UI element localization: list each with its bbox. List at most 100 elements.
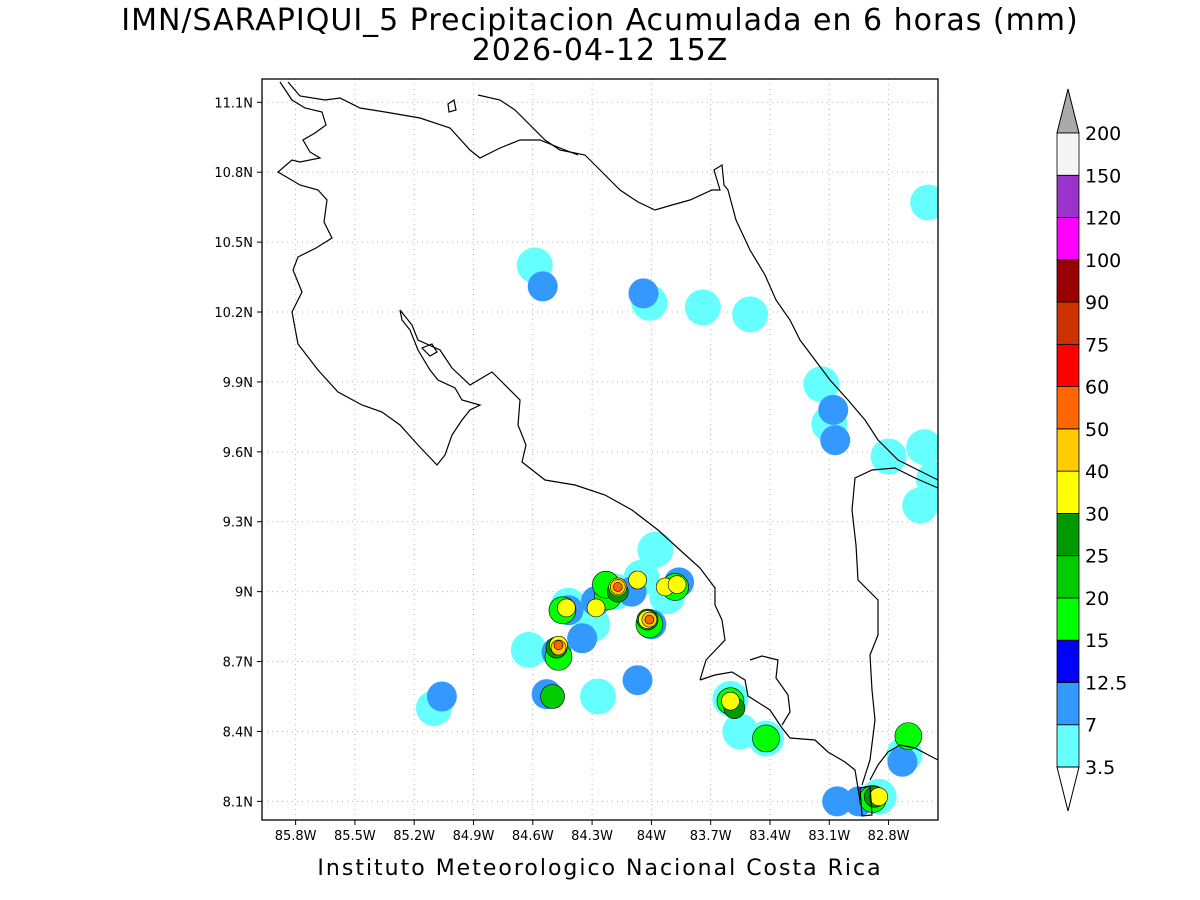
x-tick-label: 84.9W <box>453 829 495 844</box>
precip-cell-level-1 <box>527 271 558 302</box>
y-tick-label: 11.1N <box>214 96 253 111</box>
precip-cell-level-0 <box>637 531 674 568</box>
precip-cell-level-8 <box>644 614 655 625</box>
precip-cell-level-0 <box>910 184 938 221</box>
precip-cell-level-0 <box>906 429 938 466</box>
colorbar-swatch <box>1056 639 1080 683</box>
colorbar-swatch <box>1056 555 1080 599</box>
colorbar-swatch <box>1056 174 1080 218</box>
colorbar-label: 150 <box>1085 165 1121 187</box>
precip-cell-level-8 <box>553 640 564 651</box>
precip-cell-level-6 <box>557 598 576 618</box>
colorbar-swatch <box>1056 217 1080 261</box>
colorbar-label: 15 <box>1085 630 1109 652</box>
precip-cell-level-0 <box>870 438 907 475</box>
precip-cell-level-6 <box>628 570 647 590</box>
precip-cell-level-0 <box>722 713 759 750</box>
colorbar-label: 120 <box>1085 208 1121 230</box>
colorbar-legend: 3.5 7 12.5 15 20 25 30 40 50 60 75 90 100 120 150 200 <box>1056 88 1127 812</box>
colorbar-label: 12.5 <box>1085 672 1127 694</box>
coastline-pacific-south <box>699 671 861 801</box>
coastline-borders <box>276 81 938 817</box>
colorbar-swatch <box>1056 513 1080 557</box>
colorbar-label: 25 <box>1085 546 1109 568</box>
y-tick-label: 9.9N <box>223 376 253 391</box>
precip-cell-level-1 <box>818 394 849 425</box>
y-tick-label: 8.7N <box>223 656 253 671</box>
y-axis-ticks: 8.1N 8.4N 8.7N 9N 9.3N 9.6N 9.9N 10.2N 10.5N 10.8… <box>214 96 262 810</box>
x-tick-label: 83.1W <box>808 829 850 844</box>
x-tick-label: 83.7W <box>690 829 732 844</box>
precipitation-field <box>415 184 938 817</box>
border-panama <box>851 467 938 786</box>
y-tick-label: 9N <box>235 586 253 601</box>
nicoya-island <box>420 343 438 357</box>
precip-cell-level-1 <box>622 665 653 696</box>
y-tick-label: 8.4N <box>223 725 253 740</box>
colorbar-label: 60 <box>1085 377 1109 399</box>
precip-cell-level-6 <box>667 575 687 594</box>
y-tick-label: 9.6N <box>223 446 253 461</box>
map-frame <box>261 78 939 821</box>
x-tick-label: 83.4W <box>749 829 791 844</box>
colorbar-swatch <box>1056 470 1080 514</box>
colorbar-swatch <box>1056 724 1080 768</box>
x-tick-label: 85.8W <box>275 829 317 844</box>
precip-cell-level-0 <box>902 487 938 524</box>
y-tick-label: 9.3N <box>223 516 253 531</box>
colorbar-label: 3.5 <box>1085 757 1115 779</box>
x-tick-label: 84.6W <box>512 829 554 844</box>
x-tick-label: 84.3W <box>571 829 613 844</box>
x-axis-ticks: 85.8W 85.5W 85.2W 84.9W 84.6W 84.3W 84W 83.7W 83… <box>275 820 910 844</box>
osa-peninsula <box>749 655 791 726</box>
colorbar-swatch <box>1056 259 1080 303</box>
precip-cell-level-1 <box>822 786 853 817</box>
colorbar-over-triangle <box>1056 88 1080 134</box>
precip-cell-level-0 <box>803 366 840 403</box>
precip-cell-level-3 <box>752 724 780 753</box>
precip-cell-level-1 <box>628 278 659 309</box>
colorbar-label: 100 <box>1085 250 1121 272</box>
precip-cell-level-6 <box>869 787 889 806</box>
coastline-north-pacific <box>276 81 726 681</box>
colorbar-swatch <box>1056 132 1080 176</box>
colorbar-swatch <box>1056 597 1080 641</box>
precip-cell-level-1 <box>426 681 457 712</box>
coastline-panama-south <box>869 744 938 781</box>
burica-point <box>859 785 873 817</box>
precip-cell-level-8 <box>612 582 623 592</box>
colorbar-swatch <box>1056 343 1080 388</box>
y-tick-label: 10.5N <box>214 236 253 251</box>
x-tick-label: 84W <box>637 829 667 844</box>
border-nicaragua <box>287 81 579 159</box>
colorbar-label: 200 <box>1085 123 1121 145</box>
y-tick-label: 8.1N <box>223 795 253 810</box>
precip-cell-level-0 <box>510 631 547 668</box>
footer-credit: Instituto Meteorologico Nacional Costa R… <box>317 856 883 881</box>
y-tick-label: 10.8N <box>214 166 253 181</box>
y-tick-label: 10.2N <box>214 306 253 321</box>
lake-nicaragua-island <box>447 99 457 113</box>
colorbar-label: 90 <box>1085 292 1109 314</box>
precip-cell-level-6 <box>721 691 740 711</box>
precip-cell-level-3 <box>894 722 923 750</box>
colorbar-swatch <box>1056 301 1080 345</box>
x-tick-label: 82.8W <box>868 829 910 844</box>
precip-cell-level-0 <box>684 289 721 326</box>
colorbar-label: 50 <box>1085 419 1109 441</box>
x-tick-label: 85.5W <box>334 829 376 844</box>
x-tick-label: 85.2W <box>393 829 435 844</box>
precip-cell-level-0 <box>580 678 617 715</box>
colorbar-label: 20 <box>1085 588 1109 610</box>
precip-cell-level-6 <box>586 598 606 618</box>
precip-cell-level-1 <box>887 746 918 777</box>
precip-cell-level-0 <box>732 296 769 333</box>
colorbar-swatch <box>1056 682 1080 726</box>
colorbar-label: 7 <box>1085 715 1097 737</box>
colorbar-label: 30 <box>1085 503 1109 525</box>
precip-cell-level-1 <box>567 623 598 654</box>
colorbar-label: 40 <box>1085 461 1109 483</box>
colorbar-swatch <box>1056 428 1080 472</box>
map-valid-time: 2026-04-12 15Z <box>471 33 729 68</box>
